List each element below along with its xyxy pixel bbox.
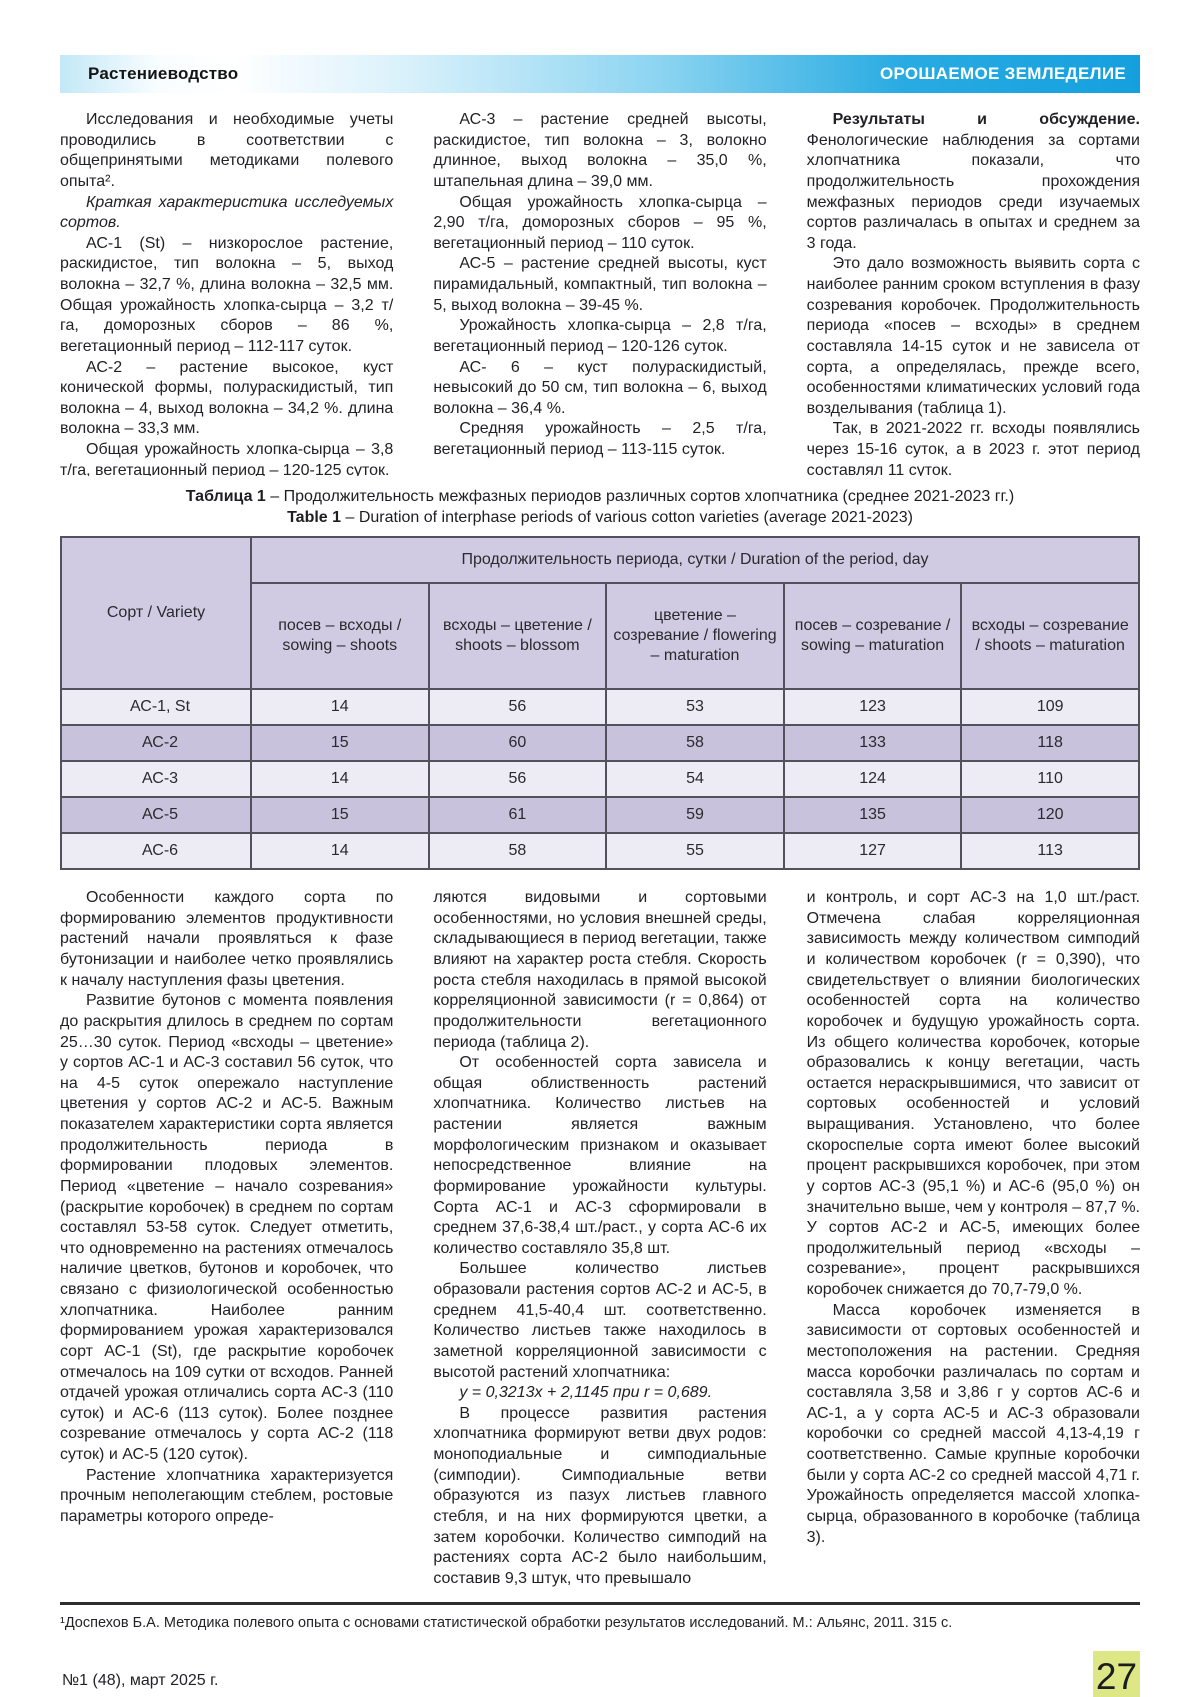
top-column-3: Результаты и обсуждение. Фенологические … [807, 110, 1140, 476]
paragraph: Большее количество листьев образовали ра… [433, 1260, 767, 1381]
value-cell: 60 [427, 724, 608, 763]
paragraph-continued: и контроль, и сорт АС-3 на 1,0 шт./раст.… [806, 889, 1140, 1299]
paragraph: Это дало возможность выявить сорта с наи… [806, 255, 1140, 417]
paragraph: От особенностей сорта зависела и общая о… [433, 1054, 767, 1257]
variety-cell: АС-1, St [60, 688, 252, 727]
value-cell: 127 [782, 832, 963, 871]
paragraph: АС-2 – растение высокое, куст конической… [60, 358, 394, 438]
paragraph: Так, в 2021-2022 гг. всходы появлялись ч… [806, 420, 1140, 476]
footnote-text: ¹Доспехов Б.А. Методика полевого опыта с… [60, 1615, 953, 1632]
paragraph: Масса коробочек изменяется в зависимости… [806, 1301, 1140, 1546]
variety-cell: АС-3 [60, 760, 252, 799]
paragraph: АС- 6 – куст полураскидистый, невысокий … [433, 358, 767, 417]
top-column-1: Исследования и необходимые учеты проводи… [60, 110, 393, 476]
paragraph: Развитие бутонов с момента появления до … [60, 992, 394, 1464]
column-header: посев – созревание / sowing – maturation [782, 582, 963, 691]
table-row: АС-2 15 60 58 133 118 [60, 724, 1140, 763]
group-header-cell: Продолжительность периода, сутки / Durat… [250, 536, 1140, 585]
value-cell: 133 [782, 724, 963, 763]
paragraph: Общая урожайность хлопка-сырца – 2,90 т/… [433, 193, 767, 252]
bottom-column-2: ляются видовыми и сортовыми особенностям… [433, 888, 766, 1588]
section-title: Растениеводство [88, 64, 239, 83]
value-cell: 61 [427, 796, 608, 835]
value-cell: 14 [250, 688, 430, 727]
paragraph-text: Фенологические наблюдения за сортами хло… [806, 131, 1140, 252]
table-header-row-1: Сорт / Variety Продолжительность периода… [60, 536, 1140, 691]
paragraph: Растение хлопчатника характеризуется про… [60, 1466, 394, 1525]
value-cell: 120 [960, 796, 1140, 835]
value-cell: 15 [250, 796, 430, 835]
column-header: всходы – созревание / shoots – maturatio… [960, 582, 1140, 691]
corner-header-cell: Сорт / Variety [60, 536, 252, 691]
table-caption-ru: Таблица 1 – Продолжительность межфазных … [60, 486, 1140, 507]
column-header: посев – всходы / sowing – shoots [250, 582, 430, 691]
paragraph: АС-5 – растение средней высоты, куст пир… [433, 255, 767, 314]
value-cell: 54 [605, 760, 785, 799]
value-cell: 124 [782, 760, 963, 799]
value-cell: 56 [427, 760, 608, 799]
value-cell: 53 [605, 688, 785, 727]
value-cell: 135 [782, 796, 963, 835]
table-row: АС-5 15 61 59 135 120 [60, 796, 1140, 835]
interphase-periods-table: Сорт / Variety Продолжительность периода… [60, 536, 1140, 871]
value-cell: 110 [960, 760, 1140, 799]
value-cell: 55 [605, 832, 785, 871]
results-heading: Результаты и обсуждение. [832, 111, 1140, 128]
variety-cell: АС-2 [60, 724, 252, 763]
paragraph: АС-1 (St) – низкорослое растение, раскид… [60, 234, 394, 355]
page-header-bar: Растениеводство ОРОШАЕМОЕ ЗЕМЛЕДЕЛИЕ [60, 55, 1140, 93]
value-cell: 14 [250, 760, 430, 799]
variety-cell: АС-6 [60, 832, 252, 871]
column-header: всходы – цветение / shoots – blossom [427, 582, 608, 691]
top-column-2: АС-3 – растение средней высоты, раскидис… [433, 110, 766, 476]
table-caption: Таблица 1 – Продолжительность межфазных … [60, 486, 1140, 528]
bottom-column-3: и контроль, и сорт АС-3 на 1,0 шт./раст.… [807, 888, 1140, 1588]
paragraph-italic: Краткая характеристика исследуемых сорто… [60, 193, 394, 232]
journal-rubric: ОРОШАЕМОЕ ЗЕМЛЕДЕЛИЕ [879, 64, 1126, 83]
paragraph: Результаты и обсуждение. Фенологические … [807, 110, 1140, 254]
paragraph: Общая урожайность хлопка-сырца – 3,8 т/г… [60, 441, 394, 476]
table-header-row-2: посев – всходы / sowing – shoots всходы … [61, 582, 1140, 691]
table-row: АС-6 14 58 55 127 113 [60, 832, 1140, 871]
value-cell: 14 [250, 832, 430, 871]
table-caption-ru-text: – Продолжительность межфазных периодов р… [265, 488, 1015, 505]
table-row: АС-3 14 56 54 124 110 [60, 760, 1140, 799]
value-cell: 59 [605, 796, 785, 835]
top-text-columns: Исследования и необходимые учеты проводи… [60, 110, 1140, 476]
formula-line: y = 0,3213x + 2,1145 при r = 0,689. [459, 1384, 713, 1402]
paragraph: АС-3 – растение средней высоты, раскидис… [433, 111, 767, 190]
bottom-column-1: Особенности каждого сорта по формировани… [60, 888, 393, 1588]
value-cell: 118 [960, 724, 1140, 763]
variety-cell: АС-5 [60, 796, 252, 835]
value-cell: 123 [782, 688, 963, 727]
table-row: АС-1, St 14 56 53 123 109 [60, 688, 1140, 727]
table-body: АС-1, St 14 56 53 123 109 АС-2 15 60 58 … [60, 688, 1140, 871]
paragraph: Особенности каждого сорта по формировани… [60, 889, 394, 989]
value-cell: 109 [960, 688, 1140, 727]
page-number-badge: 27 [1093, 1651, 1140, 1697]
table-caption-en-label: Table 1 [287, 509, 342, 527]
paragraph: В процессе развития растения хлопчатника… [433, 1404, 767, 1587]
footnote-divider [60, 1602, 1140, 1606]
page-footer: №1 (48), март 2025 г. 27 [60, 1651, 1140, 1697]
paragraph-continued: ляются видовыми и сортовыми особенностям… [433, 889, 767, 1051]
table-caption-en: Table 1 – Duration of interphase periods… [60, 507, 1140, 528]
value-cell: 56 [427, 688, 608, 727]
paragraph: Исследования и необходимые учеты проводи… [60, 111, 394, 190]
value-cell: 113 [960, 832, 1140, 871]
table-caption-en-text: – Duration of interphase periods of vari… [341, 509, 913, 527]
table-head: Сорт / Variety Продолжительность периода… [60, 536, 1140, 691]
paragraph: Средняя урожайность – 2,5 т/га, вегетаци… [433, 420, 767, 458]
bottom-text-columns: Особенности каждого сорта по формировани… [60, 888, 1140, 1588]
table-caption-ru-label: Таблица 1 [185, 488, 266, 505]
value-cell: 58 [605, 724, 785, 763]
value-cell: 15 [250, 724, 430, 763]
value-cell: 58 [427, 832, 608, 871]
paragraph: Урожайность хлопка-сырца – 2,8 т/га, вег… [433, 317, 767, 355]
footer-left: №1 (48), март 2025 г. [60, 1672, 1086, 1697]
column-header: цветение – созревание / flowering – matu… [605, 582, 785, 691]
issue-label: №1 (48), март 2025 г. [62, 1672, 219, 1690]
